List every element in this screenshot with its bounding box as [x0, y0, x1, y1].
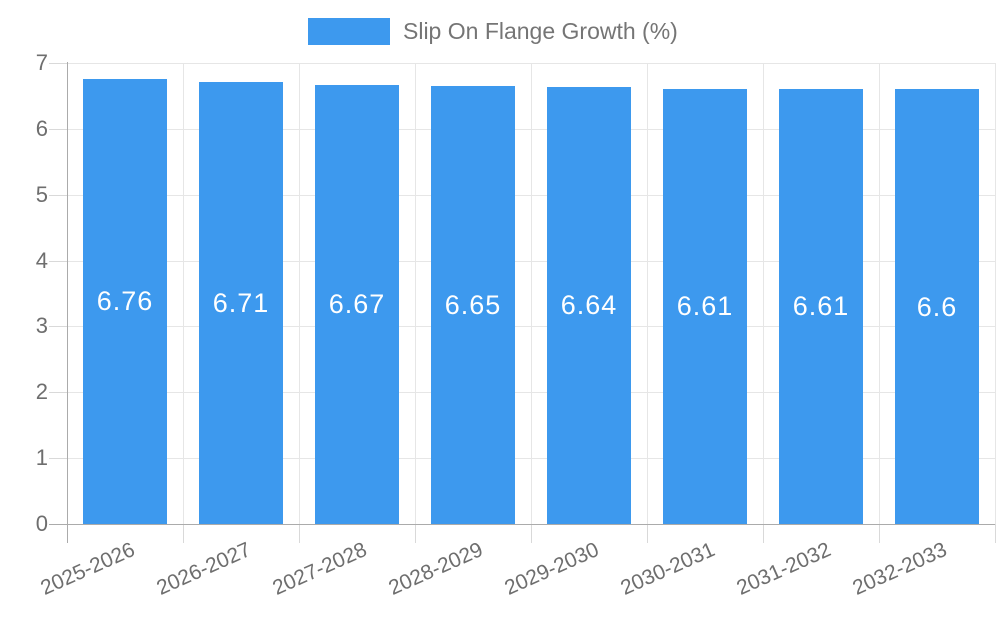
bar-value-label: 6.61	[792, 291, 850, 321]
y-tick	[49, 195, 67, 196]
bar	[199, 82, 283, 524]
y-tick	[49, 63, 67, 64]
y-axis-label: 0	[35, 511, 48, 536]
x-tick	[763, 524, 764, 543]
bar	[547, 87, 631, 524]
bar	[315, 85, 399, 524]
legend-swatch	[308, 18, 390, 45]
x-gridline	[763, 63, 764, 524]
bar-value-label: 6.61	[676, 291, 734, 321]
y-axis-label: 4	[35, 248, 48, 273]
x-tick	[415, 524, 416, 543]
y-tick	[49, 261, 67, 262]
y-tick	[49, 458, 67, 459]
x-gridline	[183, 63, 184, 524]
x-gridline	[531, 63, 532, 524]
legend-title: Slip On Flange Growth (%)	[403, 18, 678, 44]
y-tick	[49, 392, 67, 393]
y-axis-label: 7	[35, 50, 48, 75]
x-tick	[299, 524, 300, 543]
bar-value-label: 6.6	[916, 292, 958, 322]
x-tick	[183, 524, 184, 543]
x-gridline	[415, 63, 416, 524]
bar-value-label: 6.71	[212, 288, 270, 318]
y-axis-label: 6	[35, 116, 48, 141]
x-tick	[995, 524, 996, 543]
y-axis-label: 3	[35, 313, 48, 338]
bar	[779, 89, 863, 524]
bar	[663, 89, 747, 524]
y-axis-line	[67, 62, 68, 543]
x-gridline	[995, 63, 996, 524]
y-axis-label: 2	[35, 379, 48, 404]
y-tick	[49, 326, 67, 327]
y-axis-label: 1	[35, 445, 48, 470]
x-axis-baseline	[49, 524, 995, 525]
y-tick	[49, 129, 67, 130]
x-tick	[531, 524, 532, 543]
bar-value-label: 6.65	[444, 290, 502, 320]
bar-chart: Slip On Flange Growth (%) 0 1 2 3 4 5 6 7 6.76 20…	[35, 18, 996, 600]
bar	[83, 79, 167, 524]
x-tick	[647, 524, 648, 543]
x-gridline	[879, 63, 880, 524]
bar	[895, 89, 979, 524]
x-tick	[879, 524, 880, 543]
x-gridline	[647, 63, 648, 524]
y-axis-label: 5	[35, 182, 48, 207]
bar-value-label: 6.67	[328, 289, 386, 319]
bar-value-label: 6.64	[560, 290, 618, 320]
legend: Slip On Flange Growth (%)	[308, 18, 678, 45]
bar	[431, 86, 515, 524]
bar-value-label: 6.76	[96, 286, 154, 316]
x-gridline	[299, 63, 300, 524]
